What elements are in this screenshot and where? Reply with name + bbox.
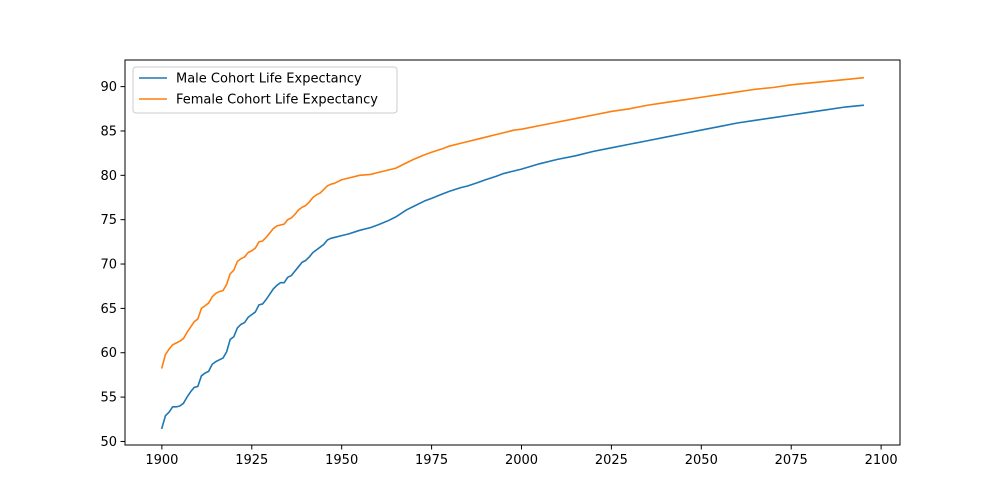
y-tick-label: 75 bbox=[100, 213, 117, 228]
y-tick-label: 90 bbox=[100, 80, 117, 95]
y-tick-label: 70 bbox=[100, 258, 117, 273]
series-line-male bbox=[160, 104, 865, 430]
x-tick-label: 2000 bbox=[505, 453, 538, 468]
y-tick-label: 50 bbox=[100, 435, 117, 450]
x-tick-label: 1900 bbox=[145, 453, 178, 468]
x-axis: 1900 1925 1950 1975 2000 2025 2050 2075 2100 bbox=[145, 445, 898, 468]
legend-box bbox=[132, 66, 398, 114]
x-tick-label: 1925 bbox=[235, 453, 268, 468]
plot-area bbox=[124, 59, 901, 446]
legend-label-male: Male Cohort Life Expectancy bbox=[176, 72, 362, 87]
x-tick-label: 2025 bbox=[595, 453, 628, 468]
legend: Male Cohort Life Expectancy Female Cohor… bbox=[132, 66, 398, 114]
y-tick-label: 65 bbox=[100, 302, 117, 317]
y-tick-label: 55 bbox=[100, 391, 117, 406]
x-tick-label: 2100 bbox=[865, 453, 898, 468]
y-tick-label: 60 bbox=[100, 346, 117, 361]
x-tick-label: 1975 bbox=[415, 453, 448, 468]
x-tick-label: 2075 bbox=[775, 453, 808, 468]
plot-frame bbox=[124, 59, 901, 446]
legend-label-female: Female Cohort Life Expectancy bbox=[176, 93, 378, 108]
y-tick-label: 80 bbox=[100, 169, 117, 184]
x-tick-label: 1950 bbox=[325, 453, 358, 468]
x-tick-label: 2050 bbox=[685, 453, 718, 468]
series-layer bbox=[160, 76, 865, 430]
y-axis: 50 55 60 65 70 75 80 85 90 bbox=[100, 80, 125, 450]
series-line-female bbox=[160, 76, 865, 369]
y-tick-label: 85 bbox=[100, 124, 117, 139]
